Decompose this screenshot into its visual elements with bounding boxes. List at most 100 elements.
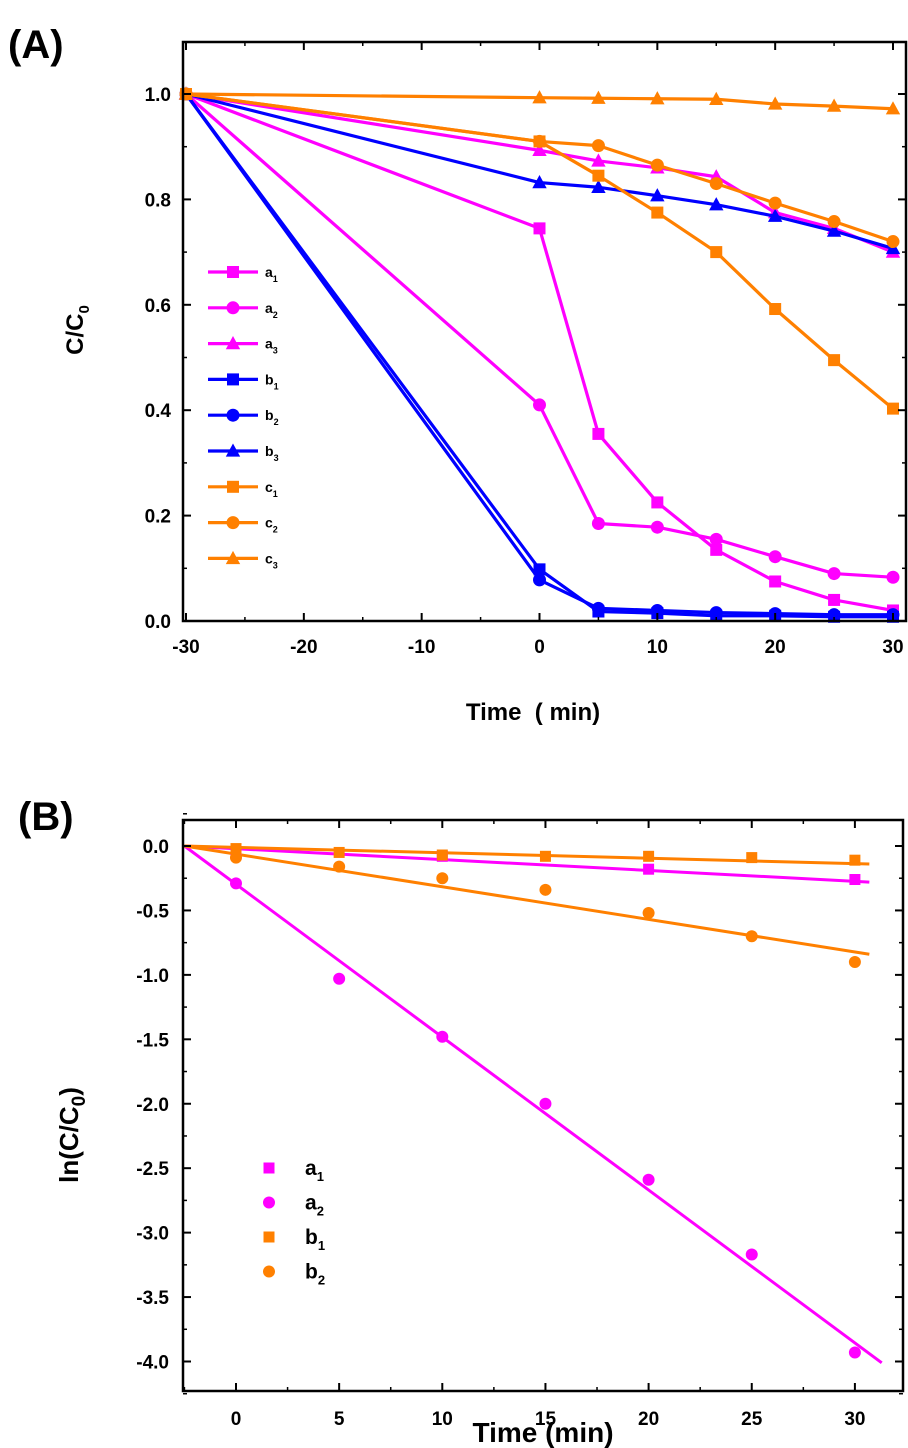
legend-item-b1: b1 xyxy=(208,371,279,391)
panel-label-a: (A) xyxy=(8,23,64,67)
data-point-b1 xyxy=(539,850,551,862)
data-point-c3 xyxy=(767,96,783,110)
legend-label-sub: 1 xyxy=(273,274,278,284)
series-line-c2 xyxy=(185,92,894,244)
data-point-b2 xyxy=(827,608,841,622)
y-axis-label-b-sub: 0 xyxy=(69,1096,90,1107)
data-point-b2 xyxy=(650,603,664,617)
data-point-a2 xyxy=(886,570,900,584)
data-point-a2 xyxy=(230,877,242,890)
legend-marker xyxy=(226,516,240,530)
series-b2-b xyxy=(230,851,861,968)
legend-label-sub: 1 xyxy=(274,381,279,391)
data-point-b3 xyxy=(709,197,724,211)
y-tick-label-a: 1.0 xyxy=(145,85,171,106)
data-point-b2 xyxy=(642,907,655,920)
data-point-a2 xyxy=(539,1097,552,1110)
data-point-a3 xyxy=(591,153,606,167)
legend-label-sub: 2 xyxy=(317,1204,324,1219)
legend-label-main: a xyxy=(265,264,273,280)
data-point-b2 xyxy=(333,860,346,873)
data-point-b3 xyxy=(826,223,842,237)
legend-label: b1 xyxy=(305,1226,325,1253)
legend-marker xyxy=(225,336,241,350)
x-axis-label-b: Time (min) xyxy=(472,1417,613,1448)
x-tick-label-a: -10 xyxy=(408,637,435,658)
data-point-a2 xyxy=(768,550,782,564)
legend-item-a2: a2 xyxy=(208,300,278,320)
y-tick-label-a: 0.0 xyxy=(145,612,171,633)
data-point-b2 xyxy=(848,955,861,968)
data-point-a2 xyxy=(827,567,841,581)
fit-line-a1 xyxy=(184,844,870,884)
x-tick-label-a: 10 xyxy=(647,637,668,658)
data-point-b1 xyxy=(533,563,546,576)
data-point-a1 xyxy=(828,593,841,606)
legend-marker xyxy=(263,1231,275,1243)
legend-label: b2 xyxy=(265,407,279,427)
series-a1-a xyxy=(180,88,899,617)
legend-label-sub: 1 xyxy=(273,489,278,499)
legend-label-main: b xyxy=(305,1261,318,1284)
data-point-a1 xyxy=(643,863,655,875)
y-tick-label-a: 0.8 xyxy=(145,190,171,211)
data-point-b1 xyxy=(849,854,861,866)
plot-frame-a xyxy=(181,40,908,623)
y-axis-label-a: C/C0 xyxy=(62,305,93,355)
legend-marker xyxy=(225,443,241,457)
data-point-c1 xyxy=(592,169,605,182)
x-tick-label-a: 30 xyxy=(882,637,903,658)
y-tick-label-b: -0.5 xyxy=(136,901,169,922)
y-tick-label-b: 0.0 xyxy=(143,837,169,858)
series-a2-a xyxy=(179,87,900,584)
legend-label-main: a xyxy=(305,1157,317,1180)
legend-marker xyxy=(263,1196,275,1209)
legend-label-main: a xyxy=(305,1192,317,1215)
data-point-c3 xyxy=(650,91,665,105)
data-point-c1 xyxy=(710,246,723,259)
data-point-b1 xyxy=(436,849,448,861)
y-tick-label-b: -4.0 xyxy=(136,1353,169,1374)
legend-label-main: b xyxy=(305,1226,318,1249)
legend-marker xyxy=(226,408,240,422)
data-point-c3 xyxy=(709,91,724,105)
data-point-a3 xyxy=(532,142,547,157)
series-c3-a xyxy=(178,86,901,115)
x-tick-label-a: -20 xyxy=(290,637,317,658)
data-point-a1 xyxy=(769,575,782,588)
x-tick-label-b: 15 xyxy=(535,1409,557,1430)
data-point-a2 xyxy=(650,520,664,534)
data-point-b3 xyxy=(591,179,606,193)
y-axis-label-a-sub: 0 xyxy=(76,305,93,313)
legend-label: a2 xyxy=(265,300,278,320)
data-point-b2 xyxy=(533,573,546,587)
legend-label-main: b xyxy=(265,407,274,423)
y-tick-label-b: -1.0 xyxy=(136,966,169,987)
data-point-c1 xyxy=(651,206,664,219)
y-tick-label-a: 0.2 xyxy=(145,507,171,528)
y-tick-label-a: 0.4 xyxy=(145,401,172,422)
legend-label: a3 xyxy=(265,336,278,356)
x-tick-label-a: -30 xyxy=(172,637,199,658)
panel-label-b: (B) xyxy=(18,795,74,839)
legend-label: c2 xyxy=(265,515,278,535)
data-point-b1 xyxy=(643,850,655,862)
legend-label: a2 xyxy=(305,1192,324,1219)
series-b1-b xyxy=(230,843,861,866)
data-point-a1 xyxy=(710,543,723,556)
series-line-c1 xyxy=(185,92,895,410)
series-line-b1 xyxy=(184,93,893,619)
data-point-c3 xyxy=(826,98,842,112)
x-tick-label-b: 0 xyxy=(231,1409,242,1430)
data-point-c2 xyxy=(650,158,664,172)
series-line-a3 xyxy=(185,92,894,254)
y-axis-label-a-main: C/C xyxy=(62,314,89,355)
data-point-b2 xyxy=(539,883,552,896)
legend-marker xyxy=(227,266,239,278)
data-point-c2 xyxy=(709,177,723,191)
legend-label-sub: 3 xyxy=(273,346,278,356)
data-point-b3 xyxy=(767,208,783,222)
x-axis-label-a: Time ( min) xyxy=(466,699,600,726)
legend-label-sub: 3 xyxy=(274,453,279,463)
